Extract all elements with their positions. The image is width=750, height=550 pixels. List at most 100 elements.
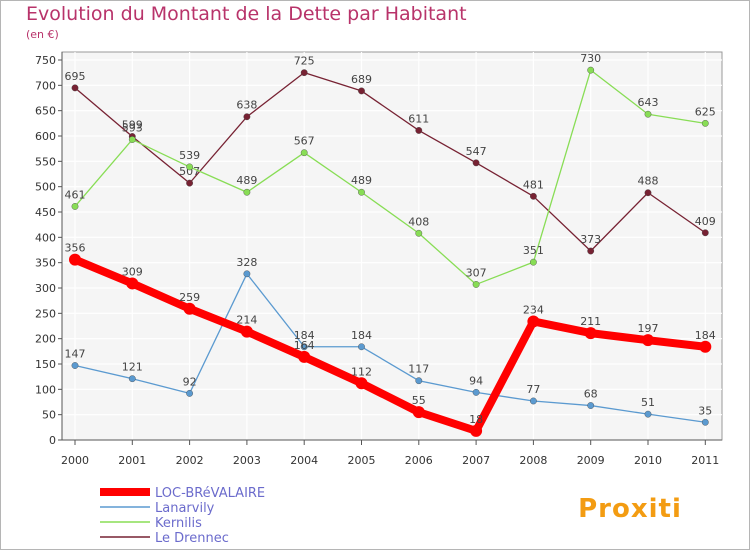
data-point <box>701 418 709 426</box>
data-point <box>128 375 136 383</box>
x-tick-label: 2010 <box>634 454 662 467</box>
data-point <box>472 281 480 288</box>
data-point <box>243 270 251 278</box>
data-label: 68 <box>584 388 598 401</box>
data-point <box>587 247 595 255</box>
logo: Proxiti <box>578 494 682 524</box>
data-label: 489 <box>236 174 257 187</box>
y-tick-label: 750 <box>35 54 56 67</box>
x-tick-label: 2011 <box>691 454 719 467</box>
data-label: 94 <box>469 374 483 387</box>
data-point <box>300 149 308 157</box>
data-label: 488 <box>638 175 659 188</box>
data-label: 547 <box>466 145 487 158</box>
data-label: 351 <box>523 244 544 257</box>
y-tick-label: 100 <box>35 383 56 396</box>
data-label: 507 <box>179 165 200 178</box>
data-point <box>587 402 595 409</box>
data-label: 593 <box>122 122 143 135</box>
data-label: 689 <box>351 73 372 86</box>
y-tick-label: 600 <box>35 130 56 143</box>
y-tick-label: 650 <box>35 105 56 118</box>
legend-label: Lanarvily <box>155 501 215 516</box>
data-point <box>415 377 423 385</box>
data-point <box>71 362 79 369</box>
data-label: 356 <box>65 242 86 255</box>
data-label: 77 <box>526 383 540 396</box>
y-tick-label: 500 <box>35 181 56 194</box>
data-label: 611 <box>408 112 429 125</box>
plot-area <box>61 51 723 441</box>
data-label: 481 <box>523 178 544 191</box>
x-tick-label: 2009 <box>577 454 605 467</box>
x-tick-label: 2002 <box>176 454 204 467</box>
data-point <box>186 163 194 171</box>
data-label: 638 <box>236 99 257 112</box>
data-label: 730 <box>580 52 601 65</box>
data-point <box>644 110 652 118</box>
x-tick-label: 2005 <box>348 454 376 467</box>
data-label: 309 <box>122 265 143 278</box>
data-point <box>472 388 480 396</box>
data-label: 408 <box>408 215 429 228</box>
x-tick-label: 2000 <box>61 454 89 467</box>
data-point <box>415 229 423 237</box>
data-point <box>300 69 308 77</box>
data-label: 214 <box>236 314 257 327</box>
data-point <box>186 179 194 187</box>
data-label: 725 <box>294 55 315 68</box>
data-label: 259 <box>179 291 200 304</box>
data-point <box>240 325 253 338</box>
y-tick-label: 250 <box>35 307 56 320</box>
data-point <box>69 253 81 266</box>
legend-label: LOC-BRéVALAIRE <box>155 486 265 501</box>
data-point <box>243 113 251 121</box>
data-label: 461 <box>65 188 86 201</box>
data-label: 197 <box>638 322 659 335</box>
data-label: 164 <box>294 339 315 352</box>
data-label: 643 <box>638 96 659 109</box>
data-label: 599 <box>122 119 143 132</box>
legend-label: Kernilis <box>155 516 202 531</box>
data-label: 234 <box>523 303 544 316</box>
data-point <box>415 127 423 134</box>
data-point <box>587 66 595 74</box>
data-label: 55 <box>412 394 426 407</box>
x-tick-label: 2008 <box>519 454 547 467</box>
data-point <box>530 258 537 266</box>
y-tick-label: 550 <box>35 155 56 168</box>
data-label: 695 <box>65 70 86 83</box>
data-label: 184 <box>351 329 372 342</box>
series-line-1 <box>74 273 706 423</box>
data-label: 307 <box>466 266 487 279</box>
y-tick-label: 150 <box>35 358 56 371</box>
data-label: 18 <box>469 413 483 426</box>
y-tick-label: 300 <box>35 282 56 295</box>
data-point <box>699 340 712 353</box>
y-tick-label: 400 <box>35 231 56 244</box>
data-point <box>644 410 652 418</box>
data-label: 92 <box>183 375 197 388</box>
data-label: 51 <box>641 396 655 409</box>
data-point <box>298 350 311 363</box>
x-tick-label: 2001 <box>118 454 146 467</box>
data-point <box>470 424 483 437</box>
data-label: 489 <box>351 174 372 187</box>
data-point <box>701 229 709 237</box>
data-point <box>71 203 79 210</box>
data-label: 184 <box>294 329 315 342</box>
data-point <box>71 84 79 92</box>
data-point <box>243 188 251 196</box>
data-point <box>642 334 654 347</box>
data-point <box>183 302 196 315</box>
data-label: 539 <box>179 149 200 162</box>
data-label: 117 <box>408 363 429 376</box>
legend-label: Le Drennec <box>155 531 229 546</box>
series-line-0 <box>71 255 710 435</box>
series-line-3 <box>74 72 706 252</box>
data-label: 211 <box>580 315 601 328</box>
data-label: 112 <box>351 365 372 378</box>
y-tick-label: 450 <box>35 206 56 219</box>
data-point <box>186 389 194 397</box>
